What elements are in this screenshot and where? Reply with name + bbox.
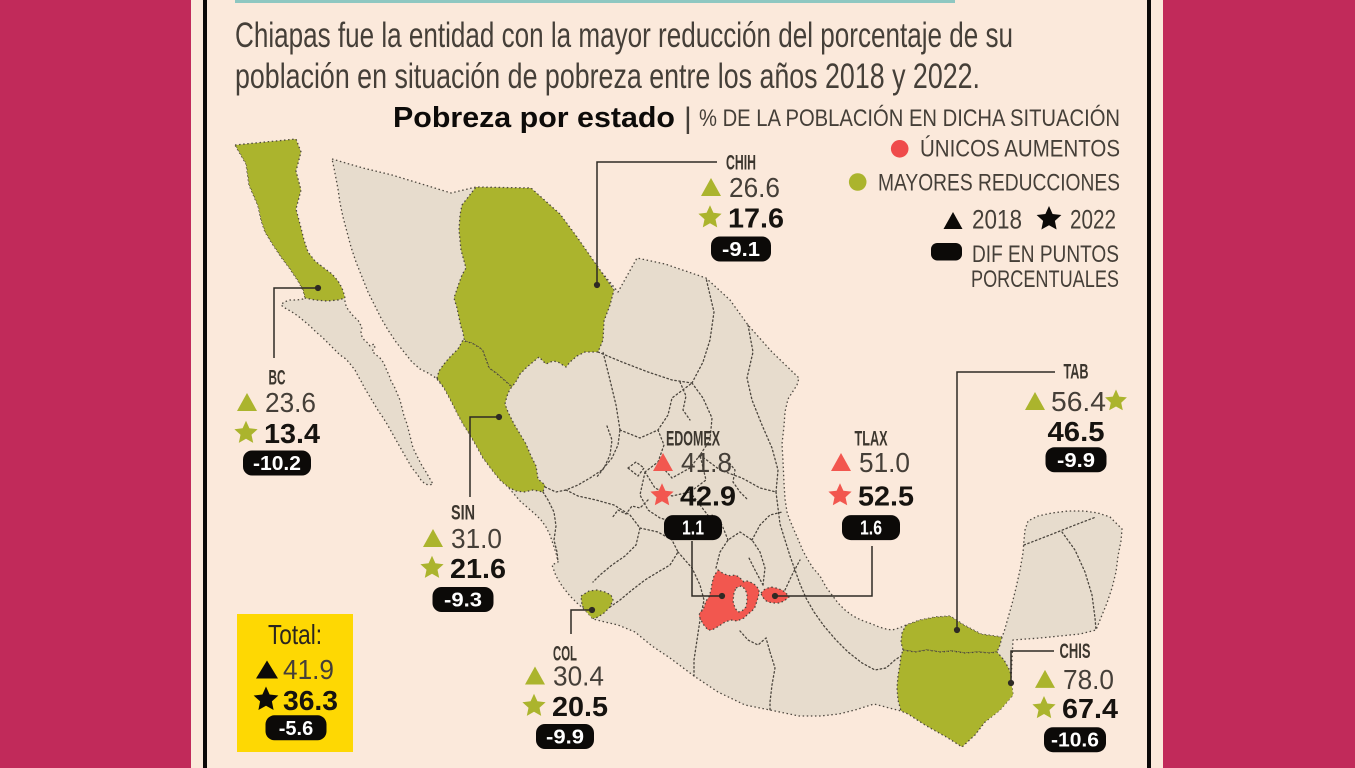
svg-text:población en situación de pobr: población en situación de pobreza entre … [235,57,980,96]
svg-text:36.3: 36.3 [283,685,338,716]
svg-text:-5.6: -5.6 [279,718,313,740]
svg-text:-9.9: -9.9 [546,727,584,749]
svg-text:|: | [684,102,692,135]
svg-text:41.8: 41.8 [681,447,732,478]
svg-text:SIN: SIN [451,502,475,525]
svg-text:21.6: 21.6 [450,553,506,584]
svg-text:20.5: 20.5 [552,691,608,722]
svg-text:52.5: 52.5 [858,480,914,511]
svg-text:41.9: 41.9 [283,654,334,685]
svg-text:PORCENTUALES: PORCENTUALES [971,266,1119,293]
svg-text:2022: 2022 [1070,205,1116,235]
svg-text:TAB: TAB [1064,361,1089,384]
svg-text:13.4: 13.4 [264,418,320,449]
svg-text:78.0: 78.0 [1063,664,1114,695]
svg-text:TLAX: TLAX [855,428,888,451]
svg-text:26.6: 26.6 [729,172,780,203]
svg-text:-9.3: -9.3 [444,590,482,612]
svg-text:51.0: 51.0 [859,447,910,478]
svg-text:-10.6: -10.6 [1051,730,1099,752]
svg-text:2018: 2018 [972,205,1022,235]
svg-text:MAYORES REDUCCIONES: MAYORES REDUCCIONES [878,170,1120,197]
svg-text:67.4: 67.4 [1062,693,1118,724]
svg-text:COL: COL [553,643,577,666]
svg-text:1.1: 1.1 [682,518,704,540]
svg-text:46.5: 46.5 [1048,416,1105,447]
svg-text:Pobreza por estado: Pobreza por estado [393,102,675,134]
svg-text:-9.9: -9.9 [1057,450,1095,472]
svg-text:31.0: 31.0 [451,523,502,554]
svg-text:23.6: 23.6 [265,387,316,418]
svg-text:Chiapas fue la entidad con la: Chiapas fue la entidad con la mayor redu… [235,16,1013,55]
svg-text:-9.1: -9.1 [722,239,760,261]
svg-text:CHIS: CHIS [1060,640,1091,663]
svg-text:30.4: 30.4 [553,661,604,692]
svg-text:BC: BC [269,367,286,390]
svg-text:Total:: Total: [268,619,322,650]
svg-text:56.4: 56.4 [1051,386,1106,417]
svg-text:-10.2: -10.2 [253,453,301,475]
svg-text:17.6: 17.6 [728,203,784,234]
svg-text:1.6: 1.6 [860,518,882,540]
svg-text:EDOMEX: EDOMEX [666,428,720,451]
svg-text:42.9: 42.9 [680,480,736,511]
svg-text:CHIH: CHIH [726,152,756,175]
svg-text:DIF EN PUNTOS: DIF EN PUNTOS [972,241,1119,268]
svg-text:% DE LA POBLACIÓN EN DICHA SIT: % DE LA POBLACIÓN EN DICHA SITUACIÓN [699,105,1120,132]
svg-text:ÚNICOS AUMENTOS: ÚNICOS AUMENTOS [920,136,1120,163]
